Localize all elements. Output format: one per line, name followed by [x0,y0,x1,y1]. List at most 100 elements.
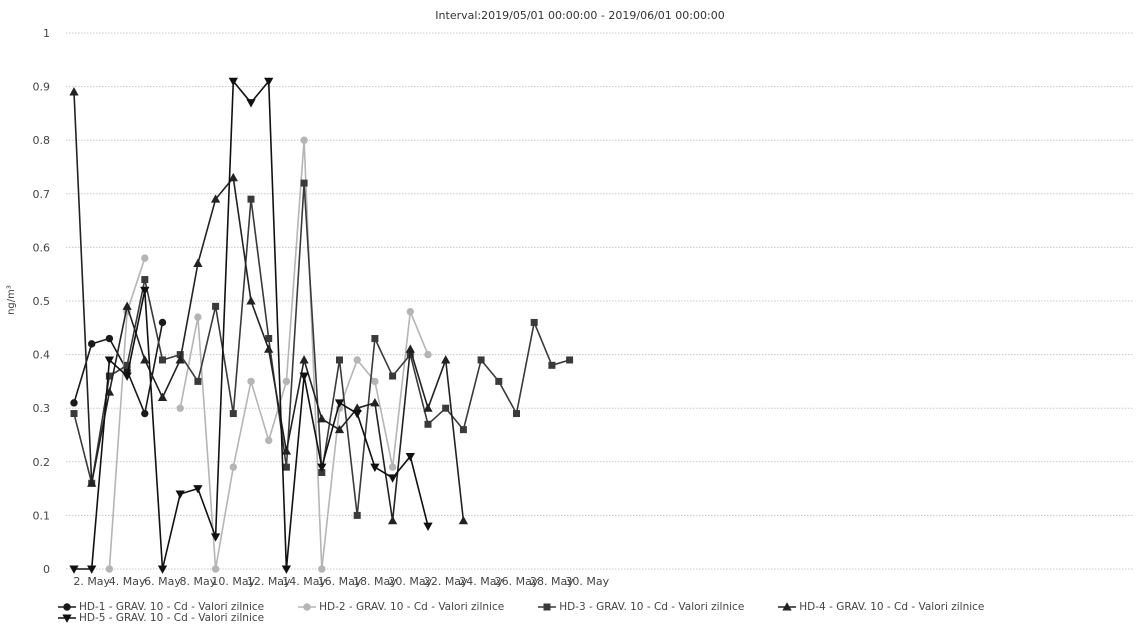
legend-label: HD-5 - GRAV. 10 - Cd - Valori zilnice [79,612,265,624]
data-point [247,195,255,203]
y-tick-label: 0.8 [33,134,51,147]
legend-label: HD-3 - GRAV. 10 - Cd - Valori zilnice [559,601,745,613]
data-point [317,414,327,423]
data-point [334,424,345,434]
x-tick-label: 12. May [247,575,291,588]
data-point [247,377,255,386]
series-line [73,322,164,415]
x-tick-label: 16. May [318,575,362,588]
data-point [70,399,78,407]
data-point [317,463,327,472]
data-point [352,410,362,419]
data-point [387,515,398,525]
legend-label: HD-1 - GRAV. 10 - Cd - Valori zilnice [79,601,265,613]
legend-item[interactable]: HD-5 - GRAV. 10 - Cd - Valori zilnice [58,613,264,624]
data-point [424,350,432,359]
x-tick-label: 24. May [459,575,503,588]
data-point [141,254,149,262]
y-tick-label: 0.1 [33,509,51,522]
data-point [265,335,273,343]
data-point [210,533,221,542]
y-axis-label: ng/m³ [6,285,17,315]
x-tick-label: 20. May [388,575,432,588]
data-point [141,409,149,418]
legend-item[interactable]: HD-1 - GRAV. 10 - Cd - Valori zilnice [58,602,264,613]
data-point [265,436,273,445]
series-3 [70,179,574,519]
data-point [88,340,96,348]
data-point [477,356,485,364]
data-point [495,377,503,385]
data-point [406,308,414,316]
data-point [229,463,238,471]
data-point [211,565,220,573]
data-point [458,515,469,525]
y-tick-label: 0.4 [33,349,51,362]
data-point [353,511,361,519]
data-point [69,87,79,96]
data-point [104,356,115,365]
data-point [353,356,361,364]
x-tick-label: 28. May [530,575,574,588]
data-point [193,258,203,267]
data-point [423,403,433,412]
data-point [282,377,291,386]
data-point [548,361,556,369]
data-point [318,565,326,573]
legend[interactable]: HD-1 - GRAV. 10 - Cd - Valori zilnice HD-… [58,602,1138,624]
legend-label: HD-2 - GRAV. 10 - Cd - Valori zilnice [319,601,505,613]
data-point [459,426,467,434]
data-point [246,99,256,108]
data-point [105,334,114,343]
data-point [194,313,202,321]
y-tick-label: 1 [43,27,50,40]
data-point [228,172,238,182]
series-2 [105,136,432,573]
data-point [299,355,309,364]
legend-item[interactable]: HD-2 - GRAV. 10 - Cd - Valori zilnice [298,602,504,613]
legend-swatch-icon [298,603,317,611]
y-tick-label: 0.9 [33,81,51,94]
data-point [228,77,238,87]
data-point [371,377,379,386]
data-point [175,490,185,499]
data-point [157,565,168,574]
data-point [69,565,79,574]
data-point [336,356,343,364]
data-point [281,446,292,455]
data-point [175,355,185,364]
data-point [70,410,78,418]
data-point [246,296,256,305]
data-point [105,565,114,573]
x-tick-label: 4. May [109,575,146,588]
x-tick-label: 2. May [73,575,110,588]
data-point [264,344,274,353]
data-point [194,377,202,385]
x-tick-label: 8. May [180,575,217,588]
data-point [388,463,397,471]
legend-marker [543,603,551,611]
legend-swatch-icon [778,602,797,611]
line-chart: Interval:2019/05/01 00:00:00 - 2019/06/0… [6,9,1134,588]
legend-item[interactable]: HD-3 - GRAV. 10 - Cd - Valori zilnice [538,602,744,613]
data-point [193,485,203,494]
grid-lines [66,32,1134,570]
data-point [423,522,433,531]
legend-item[interactable]: HD-4 - GRAV. 10 - Cd - Valori zilnice [778,602,984,613]
legend-label: HD-4 - GRAV. 10 - Cd - Valori zilnice [799,601,985,613]
data-point [158,318,167,327]
y-tick-label: 0 [43,563,50,576]
chart-title: Interval:2019/05/01 00:00:00 - 2019/06/0… [435,9,724,22]
data-point [210,194,221,203]
data-point [370,463,380,472]
data-point [87,565,97,574]
y-tick-label: 0.3 [33,402,51,415]
y-tick-labels: 0 0.1 0.2 0.3 0.4 0.5 0.6 0.7 0.8 0.9 1 [33,27,51,576]
data-point [513,410,520,418]
data-point [371,335,379,343]
data-point [405,344,415,353]
y-tick-label: 0.2 [33,456,51,469]
data-point [387,474,398,483]
data-point [300,136,308,144]
